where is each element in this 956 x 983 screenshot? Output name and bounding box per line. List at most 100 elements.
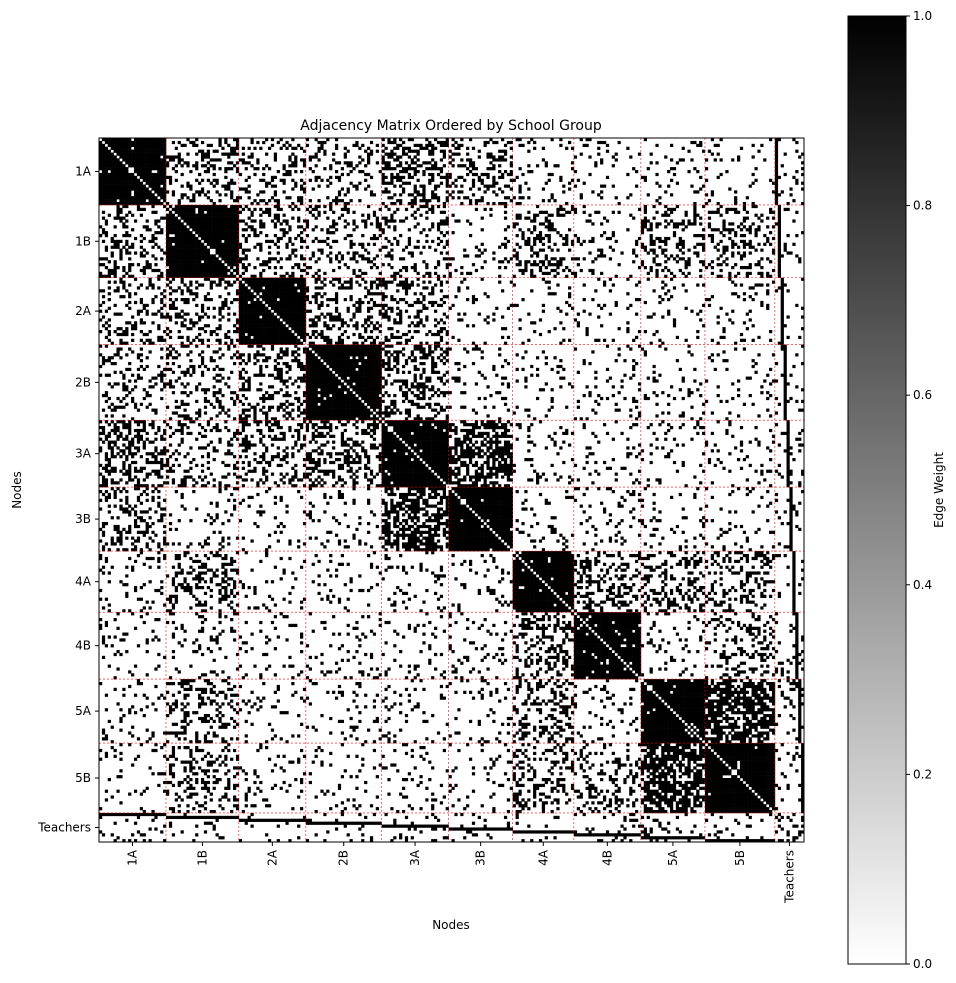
heatmap-cell bbox=[722, 260, 726, 264]
heatmap-cell bbox=[195, 245, 199, 249]
heatmap-cell bbox=[635, 254, 639, 258]
heatmap-cell bbox=[250, 344, 254, 348]
heatmap-cell bbox=[180, 324, 184, 328]
heatmap-cell bbox=[748, 231, 752, 235]
heatmap-cell bbox=[224, 228, 228, 232]
heatmap-cell bbox=[145, 266, 149, 270]
heatmap-cell bbox=[323, 344, 327, 348]
heatmap-cell bbox=[122, 225, 126, 229]
heatmap-cell bbox=[739, 257, 744, 261]
heatmap-cell bbox=[227, 280, 231, 284]
heatmap-cell bbox=[288, 254, 292, 258]
heatmap-cell bbox=[221, 306, 225, 310]
heatmap-cell bbox=[300, 199, 304, 203]
heatmap-cell bbox=[195, 295, 199, 299]
heatmap-cell bbox=[192, 234, 196, 238]
heatmap-cell bbox=[390, 248, 394, 252]
heatmap-cell bbox=[655, 199, 659, 203]
heatmap-cell bbox=[460, 190, 464, 194]
heatmap-cell bbox=[466, 146, 470, 150]
heatmap-cell bbox=[439, 303, 444, 308]
heatmap-cell bbox=[302, 338, 307, 342]
heatmap-cell bbox=[235, 245, 240, 249]
heatmap-cell bbox=[107, 167, 111, 171]
heatmap-cell bbox=[431, 178, 435, 182]
heatmap-cell bbox=[189, 219, 193, 223]
heatmap-cell bbox=[559, 260, 563, 264]
heatmap-cell bbox=[355, 251, 359, 255]
heatmap-cell bbox=[160, 193, 164, 197]
heatmap-cell bbox=[131, 184, 135, 188]
heatmap-cell bbox=[244, 257, 248, 261]
heatmap-cell bbox=[311, 207, 315, 212]
heatmap-cell bbox=[209, 207, 213, 212]
heatmap-cell bbox=[731, 158, 735, 162]
heatmap-cell bbox=[99, 164, 103, 168]
heatmap-cell bbox=[457, 312, 461, 316]
heatmap-cell bbox=[361, 324, 365, 328]
heatmap-cell bbox=[230, 341, 234, 345]
heatmap-cell bbox=[273, 152, 277, 156]
heatmap-cell bbox=[413, 324, 417, 328]
heatmap-cell bbox=[466, 172, 470, 177]
heatmap-cell bbox=[693, 216, 697, 220]
heatmap-cell bbox=[323, 283, 327, 287]
heatmap-cell bbox=[168, 254, 173, 258]
heatmap-cell bbox=[291, 178, 295, 182]
heatmap-cell bbox=[340, 347, 345, 351]
heatmap-cell bbox=[777, 228, 781, 232]
heatmap-cell bbox=[629, 213, 633, 217]
heatmap-cell bbox=[346, 190, 350, 194]
heatmap-cell bbox=[300, 187, 304, 191]
heatmap-cell bbox=[288, 289, 292, 293]
heatmap-cell bbox=[166, 213, 170, 217]
heatmap-cell bbox=[250, 283, 254, 287]
heatmap-cell bbox=[294, 300, 298, 305]
heatmap-cell bbox=[145, 178, 149, 182]
heatmap-cell bbox=[655, 330, 659, 334]
heatmap-cell bbox=[468, 187, 473, 191]
heatmap-cell bbox=[413, 210, 417, 214]
heatmap-cell bbox=[198, 257, 202, 261]
heatmap-cell bbox=[238, 158, 243, 162]
heatmap-cell bbox=[404, 341, 409, 345]
heatmap-cell bbox=[157, 140, 161, 145]
heatmap-cell bbox=[393, 318, 397, 322]
heatmap-cell bbox=[332, 277, 336, 281]
heatmap-cell bbox=[230, 213, 234, 217]
heatmap-cell bbox=[166, 236, 170, 241]
heatmap-cell bbox=[224, 332, 228, 337]
heatmap-cell bbox=[460, 266, 464, 270]
heatmap-cell bbox=[212, 207, 216, 212]
heatmap-cell bbox=[206, 254, 210, 258]
heatmap-cell bbox=[157, 274, 161, 278]
heatmap-cell bbox=[244, 161, 248, 165]
heatmap-cell bbox=[279, 315, 283, 319]
heatmap-cell bbox=[637, 207, 642, 212]
heatmap-cell bbox=[285, 330, 289, 334]
heatmap-cell bbox=[521, 172, 525, 177]
heatmap-cell bbox=[460, 318, 464, 322]
heatmap-cell bbox=[288, 332, 292, 337]
heatmap-cell bbox=[291, 138, 295, 142]
heatmap-cell bbox=[174, 274, 178, 278]
heatmap-cell bbox=[381, 175, 385, 180]
heatmap-cell bbox=[233, 213, 237, 217]
heatmap-cell bbox=[145, 146, 149, 150]
heatmap-cell bbox=[294, 338, 298, 342]
heatmap-cell bbox=[133, 158, 138, 162]
heatmap-cell bbox=[282, 309, 286, 313]
heatmap-cell bbox=[256, 286, 260, 290]
heatmap-cell bbox=[687, 222, 691, 226]
heatmap-cell bbox=[766, 292, 770, 296]
heatmap-cell bbox=[218, 341, 222, 345]
heatmap-cell bbox=[107, 172, 111, 177]
heatmap-cell bbox=[218, 140, 222, 145]
heatmap-cell bbox=[224, 204, 228, 209]
heatmap-cell bbox=[332, 283, 336, 287]
heatmap-cell bbox=[209, 268, 213, 273]
heatmap-cell bbox=[474, 199, 479, 203]
heatmap-cell bbox=[512, 178, 516, 182]
heatmap-cell bbox=[270, 338, 275, 342]
heatmap-cell bbox=[238, 312, 243, 316]
